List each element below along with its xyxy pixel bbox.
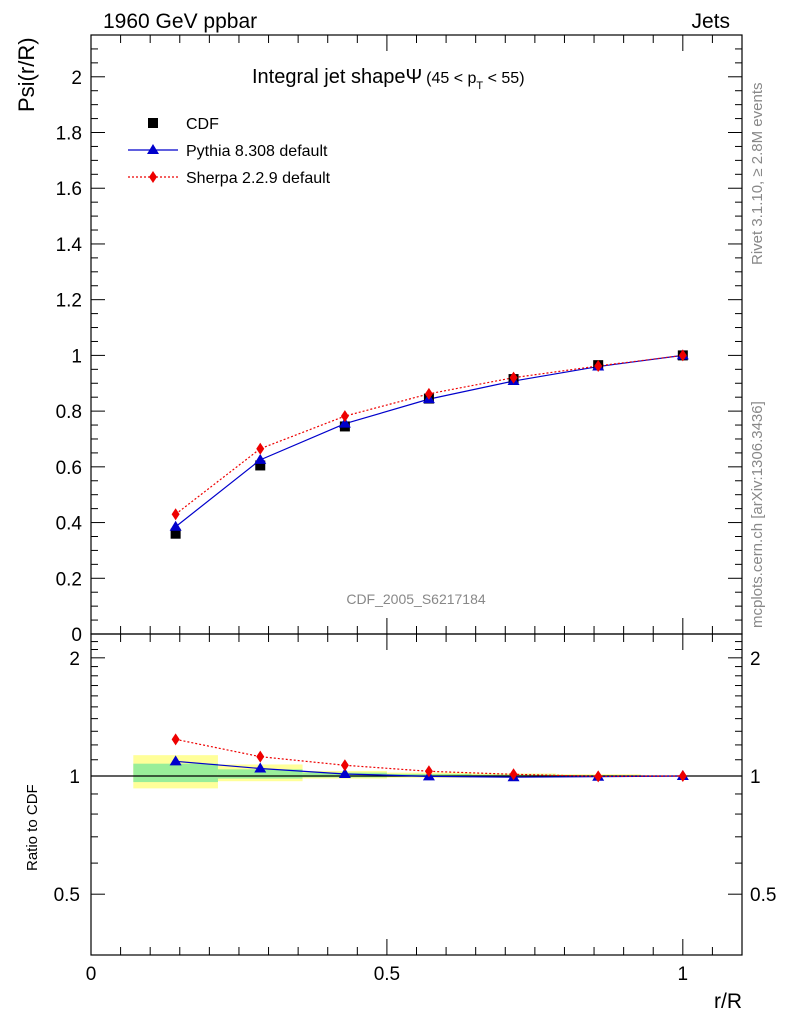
ratio-ytick-label-right: 1: [750, 767, 761, 788]
ratio-ylabel: Ratio to CDF: [24, 784, 41, 871]
title-subscript: T: [476, 80, 483, 92]
series-line-1: [175, 354, 683, 528]
sherpa-point: [424, 387, 433, 400]
main-ytick-label: 1.8: [56, 124, 82, 145]
main-ytick-label: 0.6: [56, 458, 82, 479]
title-main: Integral jet shapeΨ: [252, 66, 422, 88]
series-line-2: [175, 354, 683, 515]
ratio-pythia-point: [169, 755, 182, 766]
pythia-point: [169, 520, 182, 531]
main-panel: 0 0.2 0.4 0.6 0.8 1 1.2 1.4 1.6 1.8 2: [56, 34, 743, 646]
legend-pythia-marker: [147, 144, 159, 154]
ratio-band-green: [133, 763, 218, 783]
ratio-ytick-label: 0.5: [54, 885, 80, 906]
ratio-sherpa-point: [678, 770, 687, 783]
ratio-sherpa-point: [340, 759, 349, 772]
ratio-sherpa-point: [509, 768, 518, 781]
ratio-pythia-point: [254, 762, 267, 773]
main-ytick-label: 1.2: [56, 291, 82, 312]
rivet-label: Rivet 3.1.10, ≥ 2.8M events: [749, 83, 766, 266]
title-tail: < 55): [483, 70, 524, 87]
sherpa-point: [678, 349, 687, 362]
cdf-data-point: [170, 528, 181, 539]
ratio-ytick-label: 2: [69, 649, 80, 670]
sherpa-point: [171, 508, 180, 521]
main-ytick-label: 0.8: [56, 402, 82, 423]
sherpa-point: [509, 371, 518, 384]
sherpa-point: [594, 359, 603, 372]
process-label: Jets: [691, 10, 730, 33]
legend-pythia-label: Pythia 8.308 default: [186, 143, 328, 160]
main-ytick-label: 1.4: [56, 235, 83, 256]
legend-cdf-marker: [148, 118, 158, 128]
ratio-sherpa-point: [424, 765, 433, 778]
main-ytick-label: 0.2: [56, 569, 82, 590]
legend-sherpa-label: Sherpa 2.2.9 default: [186, 170, 331, 187]
main-ylabel: Psi(r/R): [14, 37, 39, 112]
legend-cdf-label: CDF: [186, 116, 219, 133]
analysis-watermark: CDF_2005_S6217184: [346, 591, 486, 607]
ratio-xtick-label: 0.5: [374, 964, 400, 985]
pythia-point: [338, 417, 351, 428]
ratio-sherpa-point: [256, 750, 265, 763]
ratio-ytick-label-right: 2: [750, 649, 761, 670]
title-range: (45 < p: [426, 70, 476, 87]
cdf-data-point: [255, 460, 266, 471]
xlabel: r/R: [714, 990, 742, 1013]
ratio-frame: [90, 633, 743, 956]
ratio-pythia-point: [338, 767, 351, 778]
main-ytick-label: 1.6: [56, 179, 82, 200]
ratio-ytick-label: 1: [69, 767, 80, 788]
chart-title: Integral jet shapeΨ (45 < pT < 55): [252, 66, 525, 92]
ratio-xtick-label: 1: [678, 964, 689, 985]
main-ytick-label: 0.4: [56, 514, 83, 535]
main-ytick-label: 0: [71, 625, 82, 646]
ratio-xtick-label: 0: [86, 964, 97, 985]
main-ytick-label: 1: [71, 346, 82, 367]
energy-label: 1960 GeV ppbar: [103, 10, 257, 33]
mcplots-label: mcplots.cern.ch [arXiv:1306.3436]: [749, 401, 766, 628]
ratio-band-green: [217, 769, 303, 779]
ratio-ytick-label-right: 0.5: [750, 885, 776, 906]
legend-sherpa-marker: [149, 171, 157, 183]
ratio-sherpa-point: [594, 770, 603, 783]
ratio-panel: 0 0.5 1 0.5 0.5 1 1 2 2: [54, 633, 776, 985]
pythia-point: [254, 453, 267, 464]
legend: CDF Pythia 8.308 default Sherpa 2.2.9 de…: [128, 116, 331, 187]
ratio-sherpa-point: [171, 733, 180, 746]
sherpa-point: [340, 410, 349, 423]
sherpa-point: [256, 442, 265, 455]
main-ytick-label: 2: [71, 68, 82, 89]
